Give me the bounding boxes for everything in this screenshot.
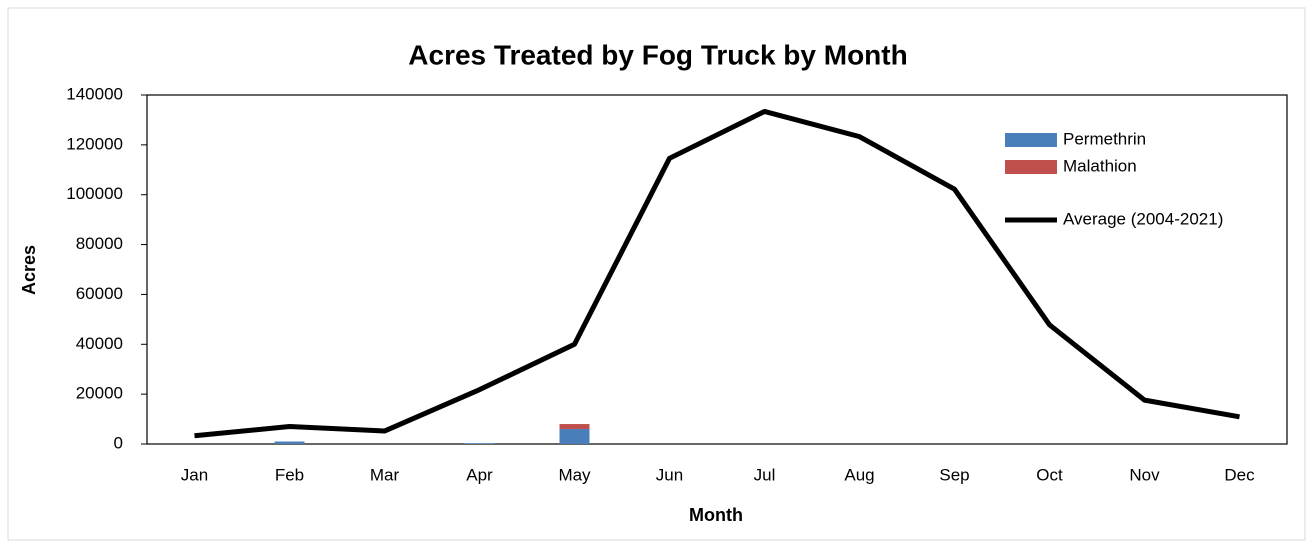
y-tick-label: 60000 [76,284,123,303]
x-tick-label: Jul [754,465,776,484]
x-tick-label: Jan [181,465,208,484]
plot-border [146,94,1288,445]
y-tick-label: 140000 [66,84,123,103]
legend-label: Average (2004-2021) [1063,209,1223,228]
y-tick-label: 40000 [76,334,123,353]
y-tick-label: 100000 [66,184,123,203]
legend-swatch [1005,160,1057,174]
bar [559,429,590,444]
bar [559,424,590,430]
bar [274,441,305,444]
y-tick-label: 0 [114,433,123,452]
y-axis-label: Acres [19,245,39,295]
x-tick-label: Jun [656,465,683,484]
legend-label: Permethrin [1063,129,1146,148]
x-tick-label: Dec [1224,465,1255,484]
legend-swatch [1005,133,1057,147]
x-tick-label: Sep [939,465,969,484]
legend-label: Malathion [1063,156,1137,175]
bar [464,443,495,444]
x-tick-label: Nov [1129,465,1160,484]
x-tick-label: Oct [1036,465,1063,484]
y-tick-label: 120000 [66,134,123,153]
x-tick-label: Mar [370,465,400,484]
x-tick-label: Aug [844,465,874,484]
chart-title: Acres Treated by Fog Truck by Month [408,39,907,70]
x-axis-label: Month [689,505,743,525]
x-tick-label: Apr [466,465,493,484]
y-tick-label: 80000 [76,234,123,253]
x-tick-label: May [558,465,591,484]
chart-frame [7,7,1306,541]
x-tick-label: Feb [275,465,304,484]
y-tick-label: 20000 [76,384,123,403]
line [194,108,1240,439]
